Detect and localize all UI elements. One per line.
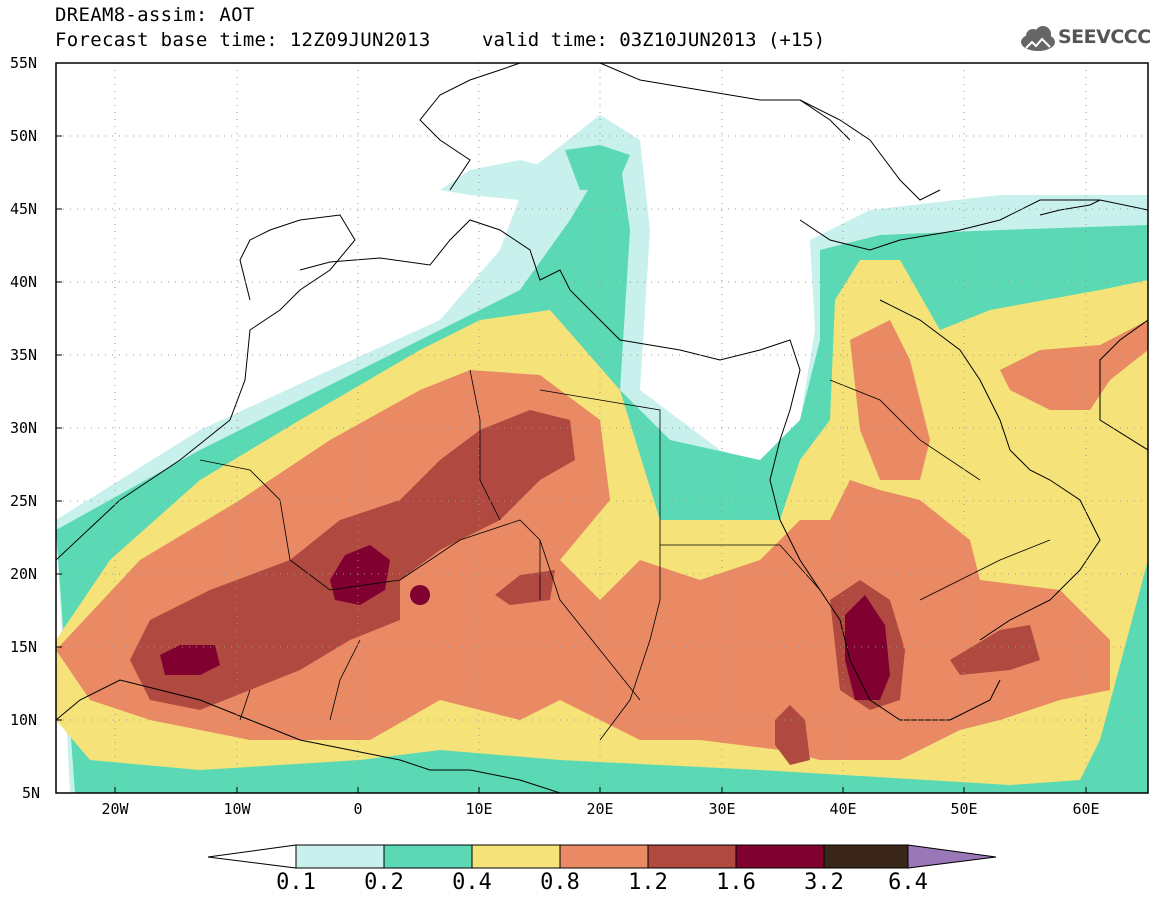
lon-label: 30E (708, 800, 736, 818)
lon-label: 60E (1072, 800, 1100, 818)
lat-label: 35N (10, 346, 38, 364)
contour-level-1.6-dot (410, 585, 430, 605)
colorbar-label: 0.2 (364, 870, 404, 895)
contour-level-1.2-sudan (775, 705, 810, 765)
colorbar-bin-3 (471, 844, 561, 869)
lon-label: 40E (829, 800, 857, 818)
lon-label: 20W (101, 800, 129, 818)
colorbar-low-arrow (207, 844, 297, 869)
lon-label: 10W (223, 800, 251, 818)
lat-label: 15N (10, 638, 38, 656)
lat-label: 5N (22, 784, 41, 802)
graticule (56, 63, 1148, 793)
colorbar-bin-5 (647, 844, 737, 869)
lon-label: 20E (586, 800, 614, 818)
colorbar-bin-2 (383, 844, 473, 869)
contour-level-1.6 (330, 545, 390, 605)
lon-label: 10E (465, 800, 493, 818)
lon-label: 0 (353, 800, 363, 818)
cloud-icon (1021, 26, 1055, 51)
contour-level-0.1-eu (440, 160, 560, 200)
lat-label: 30N (10, 419, 38, 437)
lat-label: 10N (10, 711, 38, 729)
lon-label: 50E (950, 800, 978, 818)
contour-level-1.6-w (160, 645, 220, 675)
seevccc-logo: SEEVCCC (1018, 22, 1158, 58)
borders (199, 369, 1051, 741)
colorbar-bin-6 (735, 844, 825, 869)
contour-level-0.8-persia (1000, 320, 1148, 410)
colorbar-label: 0.1 (276, 870, 316, 895)
colorbar-bin-4 (559, 844, 649, 869)
contour-level-0.2-eu (565, 145, 630, 190)
colorbar-label: 6.4 (888, 870, 928, 895)
contour-level-0.8-ne (850, 320, 930, 480)
contour-level-1.6-horn (845, 595, 890, 700)
colorbar (207, 844, 997, 869)
aot-contours (56, 115, 1148, 793)
colorbar-high-arrow (907, 844, 997, 869)
map-title: DREAM8-assim: AOT (55, 4, 255, 26)
colorbar-label: 0.8 (540, 870, 580, 895)
lat-label: 25N (10, 492, 38, 510)
colorbar-label: 1.6 (716, 870, 756, 895)
lat-label: 20N (10, 565, 38, 583)
lat-label: 50N (10, 127, 38, 145)
colorbar-label: 0.4 (452, 870, 492, 895)
lat-label: 55N (10, 54, 38, 72)
colorbar-label: 3.2 (804, 870, 844, 895)
axis-ticks (56, 62, 1087, 793)
colorbar-label: 1.2 (628, 870, 668, 895)
colorbar-bin-1 (295, 844, 385, 869)
colorbar-bin-7 (823, 844, 909, 869)
contour-level-1.2-arabia (950, 625, 1040, 675)
logo-text: SEEVCCC (1058, 26, 1151, 48)
forecast-base-time: Forecast base time: 12Z09JUN2013 (55, 29, 431, 51)
lat-label: 40N (10, 273, 38, 291)
coastlines (56, 63, 1148, 793)
lat-label: 45N (10, 200, 38, 218)
valid-time: valid time: 03Z10JUN2013 (+15) (482, 29, 826, 51)
